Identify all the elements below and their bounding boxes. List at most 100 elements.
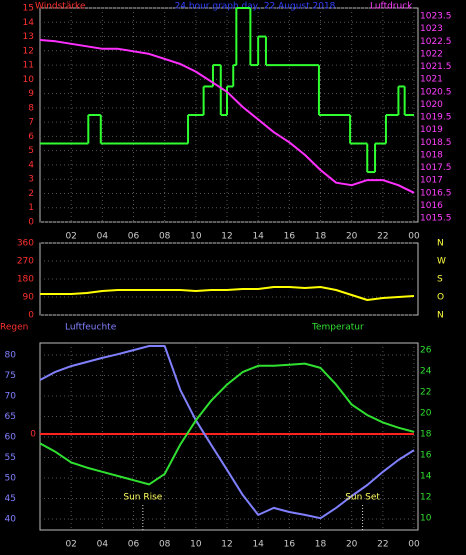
y2-tick-label: O bbox=[437, 293, 444, 303]
x-tick-label: 20 bbox=[346, 232, 358, 242]
y-tick-label: 0 bbox=[28, 311, 34, 321]
x-tick-label: 02 bbox=[65, 232, 76, 242]
x-tick-label: 06 bbox=[128, 540, 140, 550]
x-tick-label: 16 bbox=[284, 232, 296, 242]
y-tick-label: 1 bbox=[28, 203, 34, 213]
x-tick-label: 08 bbox=[159, 232, 171, 242]
y2-tick-label: 20 bbox=[420, 409, 432, 419]
annotation: Sun Set bbox=[345, 493, 380, 503]
y2-tick-label: 1018 bbox=[420, 150, 443, 160]
y-tick-label: 15 bbox=[23, 4, 34, 14]
series-line bbox=[39, 39, 415, 194]
y-tick-label: 6 bbox=[28, 132, 34, 142]
y-tick-label: 45 bbox=[5, 494, 16, 504]
x-tick-label: 00 bbox=[408, 540, 420, 550]
y2-tick-label: 1020.5 bbox=[420, 87, 452, 97]
y2-tick-label: 1021.5 bbox=[420, 62, 452, 72]
series-label: Luftfeuchte bbox=[65, 323, 117, 333]
series-label: Temperatur bbox=[311, 323, 364, 333]
y-tick-label: 65 bbox=[5, 412, 16, 422]
annotation: Sun Rise bbox=[123, 493, 162, 503]
y2-tick-label: S bbox=[437, 275, 443, 285]
x-tick-label: 10 bbox=[190, 540, 202, 550]
y2-tick-label: W bbox=[437, 257, 446, 267]
series-label: Windstärke bbox=[35, 2, 86, 12]
x-tick-label: 16 bbox=[284, 540, 296, 550]
x-tick-label: 14 bbox=[252, 232, 264, 242]
x-tick-label: 04 bbox=[97, 540, 109, 550]
y3-tick-label: 0 bbox=[30, 430, 36, 440]
y2-tick-label: 1016 bbox=[420, 201, 443, 211]
series-line bbox=[39, 362, 415, 486]
chart-title: 24 hour graph day, 22 August 2018 bbox=[175, 2, 336, 12]
y-tick-label: 13 bbox=[23, 32, 34, 42]
y2-tick-label: 1017.5 bbox=[420, 163, 452, 173]
x-tick-label: 20 bbox=[346, 540, 358, 550]
y-tick-label: 14 bbox=[23, 18, 35, 28]
y2-tick-label: 1019.5 bbox=[420, 113, 452, 123]
y2-tick-label: 24 bbox=[420, 367, 432, 377]
y2-tick-label: N bbox=[437, 311, 444, 321]
x-tick-label: 18 bbox=[315, 540, 327, 550]
y-tick-label: 75 bbox=[5, 371, 16, 381]
x-tick-label: 22 bbox=[377, 232, 388, 242]
x-tick-label: 10 bbox=[190, 232, 202, 242]
y2-tick-label: 1015.5 bbox=[420, 214, 452, 224]
x-tick-label: 08 bbox=[159, 540, 171, 550]
series-label: Luftdruck bbox=[370, 2, 413, 12]
y-tick-label: 10 bbox=[23, 75, 35, 85]
y2-tick-label: 1022 bbox=[420, 49, 443, 59]
y-tick-label: 80 bbox=[5, 351, 17, 361]
series-line bbox=[40, 286, 415, 301]
y-tick-label: 7 bbox=[28, 118, 34, 128]
y-tick-label: 360 bbox=[17, 239, 34, 249]
x-tick-label: 18 bbox=[315, 232, 327, 242]
y2-tick-label: 1016.5 bbox=[420, 188, 452, 198]
y-tick-label: 50 bbox=[5, 474, 17, 484]
y2-tick-label: 14 bbox=[420, 472, 432, 482]
y-tick-label: 5 bbox=[28, 146, 34, 156]
x-tick-label: 22 bbox=[377, 540, 388, 550]
y2-tick-label: 22 bbox=[420, 388, 431, 398]
y-tick-label: 11 bbox=[23, 61, 34, 71]
y-tick-label: 3 bbox=[28, 175, 34, 185]
x-tick-label: 12 bbox=[221, 232, 232, 242]
y2-tick-label: 12 bbox=[420, 493, 431, 503]
y-tick-label: 4 bbox=[28, 160, 34, 170]
x-tick-label: 06 bbox=[128, 232, 140, 242]
y2-tick-label: 1021 bbox=[420, 75, 443, 85]
y-tick-label: 55 bbox=[5, 453, 16, 463]
x-tick-label: 04 bbox=[97, 232, 109, 242]
y2-tick-label: 18 bbox=[420, 430, 432, 440]
y-tick-label: 2 bbox=[28, 189, 34, 199]
y2-tick-label: 10 bbox=[420, 514, 432, 524]
y-tick-label: 40 bbox=[5, 515, 17, 525]
y-tick-label: 270 bbox=[17, 257, 34, 267]
y2-tick-label: 1023.5 bbox=[420, 12, 452, 22]
x-tick-label: 12 bbox=[221, 540, 232, 550]
y-tick-label: 180 bbox=[17, 275, 34, 285]
y2-tick-label: 26 bbox=[420, 346, 432, 356]
y-tick-label: 60 bbox=[5, 433, 17, 443]
y-tick-label: 0 bbox=[28, 218, 34, 228]
y2-tick-label: 1020 bbox=[420, 100, 443, 110]
y2-tick-label: 1018.5 bbox=[420, 138, 452, 148]
series-line bbox=[39, 345, 415, 520]
x-tick-label: 14 bbox=[252, 540, 264, 550]
y2-tick-label: N bbox=[437, 239, 444, 249]
y-tick-label: 9 bbox=[28, 89, 34, 99]
y2-tick-label: 1017 bbox=[420, 176, 443, 186]
y-tick-label: 90 bbox=[23, 293, 35, 303]
x-tick-label: 02 bbox=[65, 540, 76, 550]
y-tick-label: 8 bbox=[28, 103, 34, 113]
series-label: Regen bbox=[0, 323, 28, 333]
y-tick-label: 70 bbox=[5, 392, 17, 402]
y2-tick-label: 1023 bbox=[420, 24, 443, 34]
y2-tick-label: 1022.5 bbox=[420, 37, 452, 47]
y-tick-label: 12 bbox=[23, 46, 34, 56]
x-tick-label: 00 bbox=[408, 232, 420, 242]
y2-tick-label: 1019 bbox=[420, 125, 443, 135]
y2-tick-label: 16 bbox=[420, 451, 432, 461]
